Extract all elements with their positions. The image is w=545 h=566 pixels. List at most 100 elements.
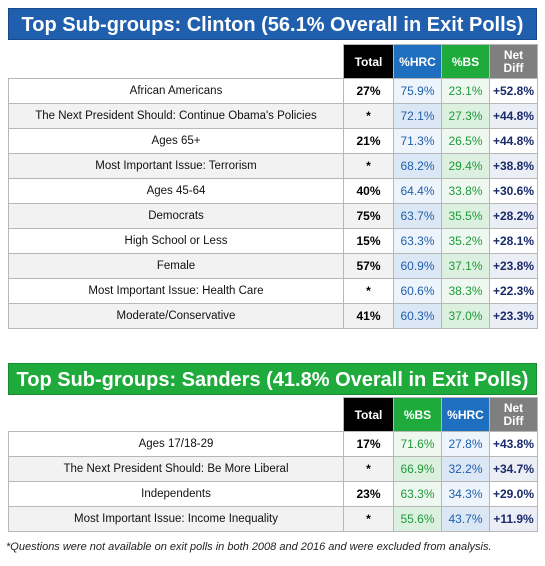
row-label: African Americans (8, 78, 344, 104)
table-row: The Next President Should: Be More Liber… (8, 456, 538, 482)
row-label: Independents (8, 481, 344, 507)
cell-total: 15% (343, 228, 394, 254)
cell-total: * (343, 456, 394, 482)
cell-hrc: 60.3% (393, 303, 442, 329)
header-total: Total (343, 397, 394, 432)
sanders-subgroups-table: Total %BS %HRC Net Diff Ages 17/18-29 17%… (8, 397, 538, 532)
header-blank (9, 398, 344, 432)
table-row: Most Important Issue: Health Care * 60.6% 3… (8, 278, 538, 304)
cell-bs: 38.3% (441, 278, 490, 304)
cell-total: * (343, 153, 394, 179)
table-row: Most Important Issue: Terrorism * 68.2% 29.… (8, 153, 538, 179)
header-net-line2: Diff (503, 413, 524, 428)
sanders-table-body: Ages 17/18-29 17% 71.6% 27.8% +43.8% The Next… (8, 431, 538, 532)
cell-hrc: 64.4% (393, 178, 442, 204)
cell-total: 17% (343, 431, 394, 457)
header-bs: %BS (441, 44, 490, 79)
header-hrc: %HRC (441, 397, 490, 432)
row-label: The Next President Should: Be More Liber… (8, 456, 344, 482)
clinton-table-body: African Americans 27% 75.9% 23.1% +52.8% The … (8, 78, 538, 329)
header-bs: %BS (393, 397, 442, 432)
cell-net-diff: +52.8% (489, 78, 538, 104)
row-label: Most Important Issue: Terrorism (8, 153, 344, 179)
header-total: Total (343, 44, 394, 79)
clinton-table-title: Top Sub-groups: Clinton (56.1% Overall i… (8, 8, 537, 40)
cell-total: 21% (343, 128, 394, 154)
cell-net-diff: +29.0% (489, 481, 538, 507)
header-blank (9, 45, 344, 79)
sanders-table-title: Top Sub-groups: Sanders (41.8% Overall i… (8, 363, 537, 395)
row-label: The Next President Should: Continue Obam… (8, 103, 344, 129)
header-net-line2: Diff (503, 60, 524, 75)
cell-net-diff: +38.8% (489, 153, 538, 179)
cell-net-diff: +11.9% (489, 506, 538, 532)
cell-net-diff: +22.3% (489, 278, 538, 304)
cell-total: * (343, 103, 394, 129)
clinton-subgroups-table: Total %HRC %BS Net Diff African American… (8, 44, 538, 329)
header-hrc: %HRC (393, 44, 442, 79)
table-row: The Next President Should: Continue Obam… (8, 103, 538, 129)
cell-hrc: 43.7% (441, 506, 490, 532)
header-net-diff: Net Diff (489, 44, 538, 79)
row-label: Democrats (8, 203, 344, 229)
table-row: Democrats 75% 63.7% 35.5% +28.2% (8, 203, 538, 229)
cell-hrc: 71.3% (393, 128, 442, 154)
row-label: Most Important Issue: Health Care (8, 278, 344, 304)
cell-hrc: 27.8% (441, 431, 490, 457)
cell-hrc: 60.6% (393, 278, 442, 304)
header-net-line1: Net (503, 47, 524, 62)
cell-hrc: 32.2% (441, 456, 490, 482)
cell-net-diff: +23.3% (489, 303, 538, 329)
cell-hrc: 68.2% (393, 153, 442, 179)
cell-total: 40% (343, 178, 394, 204)
cell-total: * (343, 278, 394, 304)
table-row: African Americans 27% 75.9% 23.1% +52.8% (8, 78, 538, 104)
cell-hrc: 75.9% (393, 78, 442, 104)
cell-bs: 35.2% (441, 228, 490, 254)
cell-bs: 37.0% (441, 303, 490, 329)
row-label: High School or Less (8, 228, 344, 254)
cell-total: 57% (343, 253, 394, 279)
cell-bs: 63.3% (393, 481, 442, 507)
cell-total: 75% (343, 203, 394, 229)
cell-hrc: 60.9% (393, 253, 442, 279)
cell-net-diff: +30.6% (489, 178, 538, 204)
cell-net-diff: +34.7% (489, 456, 538, 482)
cell-hrc: 34.3% (441, 481, 490, 507)
row-label: Ages 65+ (8, 128, 344, 154)
header-net-line1: Net (503, 400, 524, 415)
cell-bs: 27.3% (441, 103, 490, 129)
cell-bs: 37.1% (441, 253, 490, 279)
row-label: Female (8, 253, 344, 279)
table-row: Independents 23% 63.3% 34.3% +29.0% (8, 481, 538, 507)
cell-bs: 35.5% (441, 203, 490, 229)
cell-hrc: 63.3% (393, 228, 442, 254)
table-row: Most Important Issue: Income Inequality *… (8, 506, 538, 532)
cell-bs: 33.8% (441, 178, 490, 204)
cell-total: 41% (343, 303, 394, 329)
cell-total: 27% (343, 78, 394, 104)
cell-total: * (343, 506, 394, 532)
cell-bs: 23.1% (441, 78, 490, 104)
cell-bs: 26.5% (441, 128, 490, 154)
cell-bs: 55.6% (393, 506, 442, 532)
cell-bs: 29.4% (441, 153, 490, 179)
cell-net-diff: +44.8% (489, 103, 538, 129)
table-row: Ages 45-64 40% 64.4% 33.8% +30.6% (8, 178, 538, 204)
cell-net-diff: +44.8% (489, 128, 538, 154)
cell-net-diff: +43.8% (489, 431, 538, 457)
footnote: *Questions were not available on exit po… (6, 541, 492, 553)
cell-bs: 71.6% (393, 431, 442, 457)
cell-bs: 66.9% (393, 456, 442, 482)
cell-total: 23% (343, 481, 394, 507)
cell-net-diff: +28.2% (489, 203, 538, 229)
table-row: Ages 17/18-29 17% 71.6% 27.8% +43.8% (8, 431, 538, 457)
table-row: High School or Less 15% 63.3% 35.2% +28.1% (8, 228, 538, 254)
row-label: Moderate/Conservative (8, 303, 344, 329)
cell-net-diff: +28.1% (489, 228, 538, 254)
header-net-diff: Net Diff (489, 397, 538, 432)
table-row: Female 57% 60.9% 37.1% +23.8% (8, 253, 538, 279)
row-label: Ages 17/18-29 (8, 431, 344, 457)
table-row: Ages 65+ 21% 71.3% 26.5% +44.8% (8, 128, 538, 154)
cell-hrc: 63.7% (393, 203, 442, 229)
